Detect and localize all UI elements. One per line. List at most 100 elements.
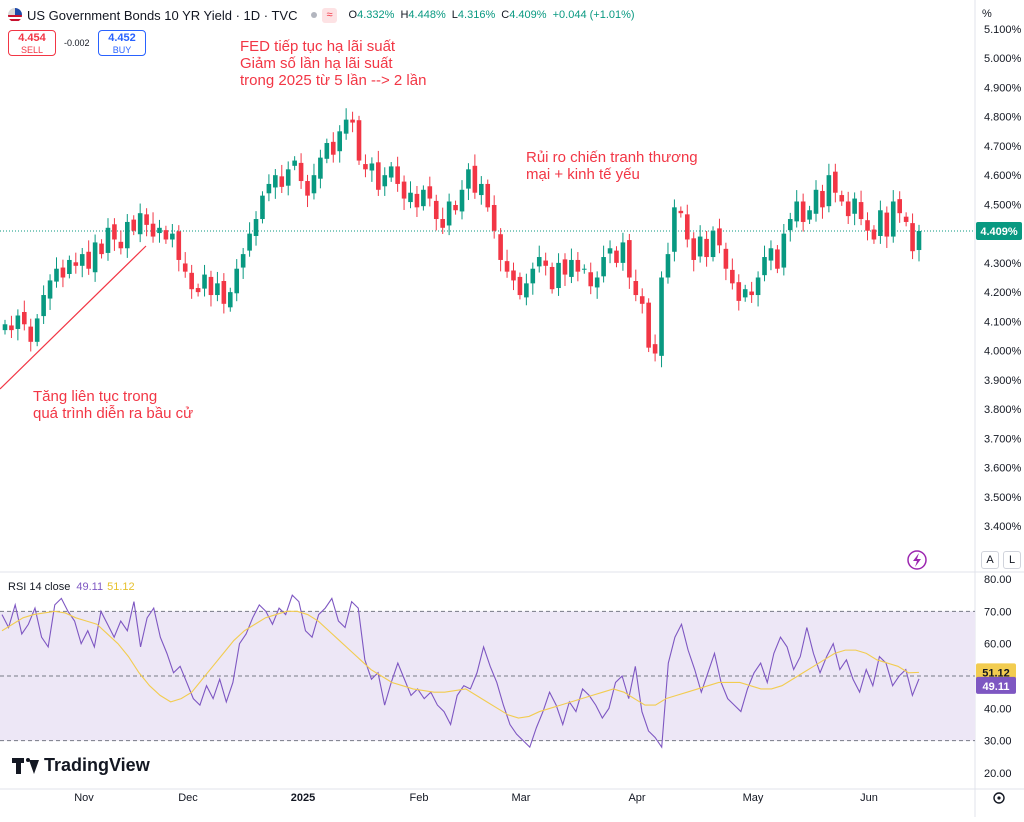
- candle-body: [865, 220, 870, 231]
- price-scale-unit[interactable]: %: [982, 8, 992, 20]
- candle-body: [112, 224, 117, 240]
- candle-body: [421, 189, 426, 207]
- time-axis-label: Nov: [74, 792, 94, 804]
- candle-body: [620, 242, 626, 263]
- price-tick-label: 4.200%: [984, 287, 1022, 299]
- price-tick-label: 3.500%: [984, 492, 1022, 504]
- log-scale-button[interactable]: L: [1003, 551, 1021, 569]
- time-axis-label: 2025: [291, 792, 315, 804]
- candle-body: [170, 233, 175, 240]
- candle-body: [446, 201, 452, 226]
- candle-body: [388, 166, 394, 178]
- candle-body: [910, 223, 915, 252]
- market-status-dot-icon: [311, 12, 318, 18]
- candle-body: [2, 324, 8, 331]
- candle-body: [208, 276, 214, 296]
- candle-body: [298, 162, 304, 182]
- candle-body: [665, 254, 671, 278]
- sell-label: SELL: [20, 45, 44, 55]
- candle-body: [459, 189, 465, 212]
- candle-body: [762, 257, 767, 276]
- candle-body: [472, 165, 478, 193]
- candle-body: [67, 259, 72, 274]
- candle-body: [916, 231, 922, 251]
- candle-body: [324, 143, 330, 159]
- rsi-header: RSI 14 close 49.11 51.12: [8, 581, 135, 593]
- candle-body: [273, 175, 278, 188]
- candle-body: [79, 254, 85, 266]
- candle-body: [530, 268, 536, 284]
- candle-body: [427, 186, 433, 199]
- rsi-label[interactable]: RSI 14 close: [8, 581, 71, 593]
- candle-body: [311, 175, 317, 194]
- candle-body: [807, 210, 812, 220]
- candle-body: [723, 248, 729, 269]
- candle-body: [118, 241, 124, 249]
- time-axis-label: May: [743, 792, 764, 804]
- candle-body: [845, 201, 851, 217]
- candle-body: [453, 204, 458, 211]
- candle-body: [176, 231, 182, 260]
- time-axis-label: Dec: [178, 792, 198, 804]
- lightning-icon-bolt: [913, 553, 921, 567]
- candle-body: [607, 248, 613, 254]
- candle-body: [343, 119, 349, 134]
- candle-body: [292, 160, 297, 166]
- candle-body: [594, 277, 600, 288]
- candle-body: [775, 249, 780, 269]
- trend-line: [0, 245, 147, 390]
- price-tick-label: 3.800%: [984, 404, 1022, 416]
- candle-body: [150, 223, 156, 237]
- price-tick-label: 4.800%: [984, 112, 1022, 124]
- candle-body: [240, 254, 246, 268]
- candle-body: [742, 289, 748, 298]
- tradingview-logo-icon: [12, 757, 40, 774]
- candle-body: [234, 268, 240, 294]
- tradingview-logo-text: TradingView: [44, 755, 150, 775]
- rsi-tick-label: 30.00: [984, 736, 1012, 748]
- candle-body: [890, 201, 896, 237]
- candle-body: [884, 212, 890, 237]
- candle-body: [781, 233, 787, 268]
- price-tick-label: 5.100%: [984, 24, 1022, 36]
- rsi-tick-label: 70.00: [984, 606, 1012, 618]
- sell-button[interactable]: 4.454 SELL: [8, 30, 56, 56]
- buy-button[interactable]: 4.452 BUY: [98, 30, 146, 56]
- candle-body: [710, 230, 716, 258]
- last-price-tag: [976, 222, 1022, 241]
- candle-body: [401, 181, 407, 199]
- symbol-title[interactable]: US Government Bonds 10 YR Yield · 1D · T…: [27, 7, 298, 23]
- candle-body: [99, 243, 104, 255]
- auto-scale-button[interactable]: A: [981, 551, 999, 569]
- candle-body: [395, 166, 400, 184]
- candle-body: [157, 227, 162, 234]
- ohlc-close-value: 4.409%: [509, 9, 547, 21]
- spread-value: -0.002: [64, 38, 90, 48]
- time-axis-label: Jun: [860, 792, 878, 804]
- candle-body: [678, 210, 684, 214]
- rsi-ma-tag-label: 51.12: [982, 667, 1010, 679]
- candle-body: [562, 259, 568, 275]
- gear-icon: [993, 792, 1005, 804]
- ohlc-low-value: 4.316%: [457, 9, 496, 21]
- candle-body: [601, 257, 606, 277]
- price-tick-label: 5.000%: [984, 53, 1022, 65]
- candle-body: [47, 280, 53, 299]
- candle-body: [839, 195, 845, 202]
- rsi-tick-label: 60.00: [984, 639, 1012, 651]
- candle-body: [504, 261, 510, 272]
- candle-body: [639, 296, 645, 304]
- candle-body: [382, 175, 388, 187]
- annotation-election: Tăng liên tục trong quá trình diễn ra bầ…: [33, 388, 194, 422]
- candle-body: [736, 282, 742, 301]
- candle-body: [144, 214, 149, 225]
- candle-body: [408, 192, 413, 203]
- rsi-ma-line: [1, 610, 920, 719]
- candle-body: [253, 219, 259, 236]
- annotation-fed: FED tiếp tục hạ lãi suất Giảm số lần hạ …: [240, 38, 427, 89]
- candle-body: [440, 219, 445, 228]
- tradingview-logo[interactable]: TradingView: [12, 755, 150, 776]
- indicator-toggle-icon[interactable]: ≈: [322, 7, 337, 23]
- candle-body: [749, 291, 754, 296]
